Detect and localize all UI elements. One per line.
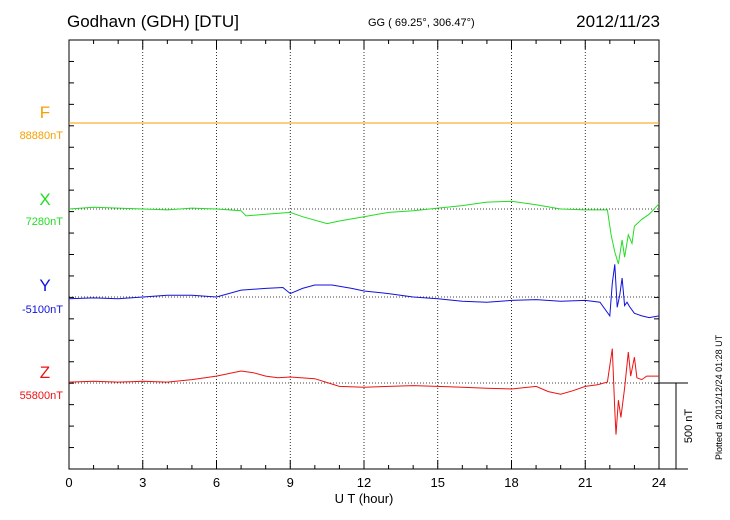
grid-lines — [142, 40, 586, 469]
x-axis-label: U T (hour) — [335, 491, 394, 506]
x-tick-label: 9 — [287, 475, 294, 490]
series-y-baseline-value: -5100nT — [22, 304, 63, 316]
x-tick-label: 15 — [431, 475, 445, 490]
series-z-baseline-value: 55800nT — [20, 390, 64, 402]
axis-ticks — [68, 40, 660, 469]
series-x-label: X — [39, 190, 50, 209]
series-y-line — [68, 264, 660, 319]
plot-frame — [68, 39, 660, 470]
x-tick-label: 24 — [652, 475, 666, 490]
series-f-label: F — [40, 103, 50, 122]
series-f-baseline-value: 88880nT — [20, 130, 64, 142]
x-tick-label: 18 — [504, 475, 518, 490]
station-coordinates: GG ( 69.25°, 306.47°) — [368, 17, 475, 29]
x-tick-label: 3 — [139, 475, 146, 490]
x-tick-labels: 0 3 6 9 12 15 18 21 24 — [65, 475, 666, 490]
series-x-line — [68, 200, 660, 265]
x-tick-label: 0 — [65, 475, 72, 490]
series-labels: F 88880nT X 7280nT Y -5100nT Z 55800nT — [20, 103, 64, 402]
x-tick-label: 12 — [357, 475, 371, 490]
plot-date: 2012/11/23 — [576, 12, 660, 31]
x-tick-label: 21 — [578, 475, 592, 490]
series-z-label: Z — [40, 363, 50, 382]
x-tick-label: 6 — [213, 475, 220, 490]
series-y-label: Y — [39, 276, 50, 295]
series-lines — [68, 122, 660, 435]
station-title: Godhavn (GDH) [DTU] — [67, 12, 239, 31]
series-z-line — [68, 348, 659, 435]
scale-bar-label: 500 nT — [683, 409, 695, 444]
scale-bar: 500 nT — [659, 382, 695, 470]
series-x-baseline-value: 7280nT — [26, 216, 64, 228]
